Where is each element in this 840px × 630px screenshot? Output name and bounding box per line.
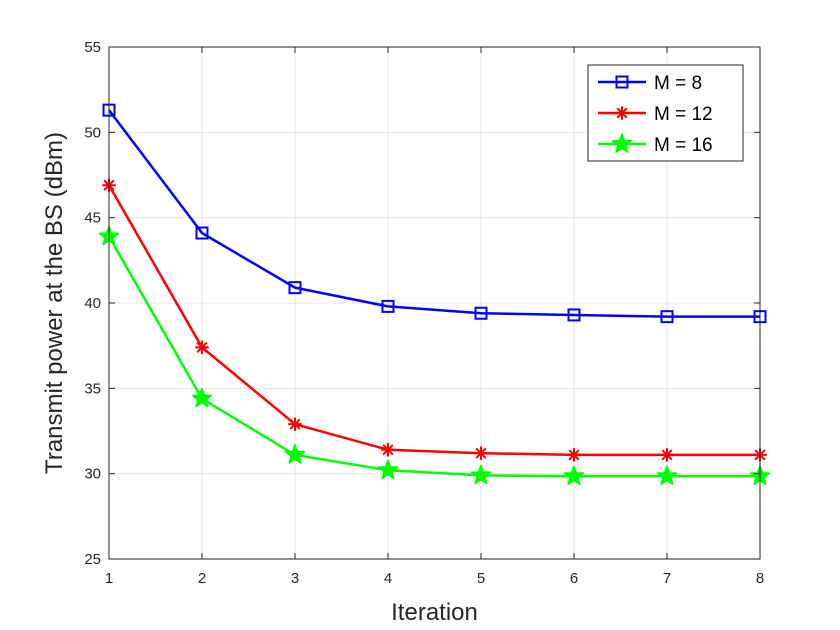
y-tick-label: 30: [84, 466, 101, 483]
x-tick-label: 8: [756, 570, 764, 587]
data-point-marker: [381, 299, 395, 313]
asterisk-stroke: [196, 342, 208, 353]
data-point-marker: [288, 417, 302, 432]
y-axis-title: Transmit power at the BS (dBm): [41, 132, 68, 474]
asterisk-stroke: [382, 444, 394, 456]
x-tick-label: 4: [384, 570, 392, 587]
data-point-marker: [660, 447, 674, 462]
data-point-marker: [563, 465, 585, 486]
legend-marker: [615, 106, 629, 120]
y-tick-label: 35: [84, 380, 101, 397]
x-tick-label: 6: [570, 570, 578, 587]
data-point-marker: [381, 442, 395, 457]
asterisk-stroke: [661, 449, 673, 461]
asterisk-stroke: [568, 449, 580, 461]
data-point-marker: [567, 447, 581, 462]
x-tick-label: 5: [477, 570, 485, 587]
legend-item: M = 12: [598, 104, 713, 125]
legend-item: M = 8: [598, 73, 702, 94]
x-tick-label: 1: [105, 570, 113, 587]
data-point-marker: [656, 465, 678, 486]
y-tick-label: 55: [84, 39, 101, 56]
data-point-marker: [474, 306, 488, 320]
data-point-marker: [288, 281, 302, 295]
data-point-marker: [284, 444, 306, 464]
legend-marker: [615, 75, 629, 89]
series-line: [108, 109, 760, 318]
x-tick-label: 7: [663, 570, 671, 587]
x-axis-title: Iteration: [391, 599, 478, 626]
series-m-12: [102, 178, 767, 462]
asterisk-stroke: [616, 107, 628, 119]
x-tick-label: 3: [291, 570, 299, 587]
legend-label: M = 16: [654, 135, 713, 156]
y-tick-label: 50: [84, 124, 101, 141]
y-tick-label: 25: [84, 551, 101, 568]
y-tick-label: 45: [84, 210, 101, 227]
series-line: [107, 235, 760, 478]
legend: M = 8 M = 12 M = 16: [587, 64, 744, 162]
data-point-marker: [474, 446, 488, 461]
asterisk-stroke: [475, 447, 487, 459]
data-point-marker: [195, 340, 209, 355]
legend-label: M = 8: [654, 73, 702, 94]
legend-label: M = 12: [654, 104, 713, 125]
data-point-marker: [191, 387, 213, 408]
data-point-marker: [377, 459, 399, 480]
data-point-marker: [195, 226, 209, 240]
series-line: [107, 184, 760, 457]
asterisk-stroke: [289, 418, 301, 430]
data-point-marker: [470, 464, 492, 485]
legend-marker: [611, 133, 633, 153]
data-point-marker: [660, 310, 674, 324]
x-tick-label: 2: [198, 570, 206, 587]
legend-item: M = 16: [598, 133, 713, 156]
data-point-marker: [567, 308, 581, 322]
y-tick-label: 40: [84, 295, 101, 312]
